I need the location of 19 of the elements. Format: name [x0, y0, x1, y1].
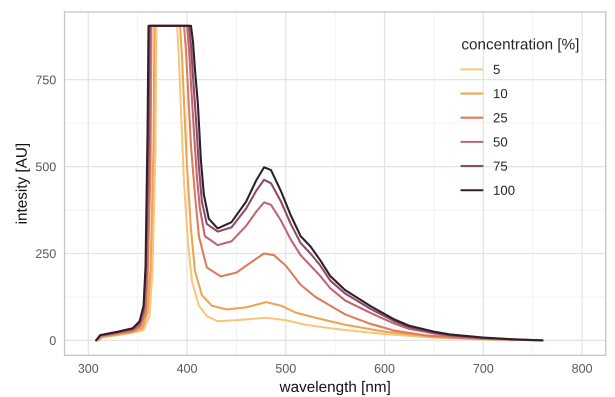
y-tick-label: 500	[36, 162, 56, 172]
legend-label: 50	[494, 137, 508, 147]
x-tick-label: 700	[474, 364, 494, 373]
legend-label: 5	[494, 64, 500, 74]
y-tick-label: 750	[36, 75, 56, 84]
y-tick-label: 250	[36, 249, 56, 258]
legend-label: 25	[494, 113, 508, 122]
x-tick-label: 600	[374, 364, 394, 373]
legend-label: 75	[494, 162, 508, 171]
x-tick-label: 500	[276, 364, 296, 373]
x-tick-label: 800	[572, 364, 592, 373]
y-axis-title: intesity [AU]	[16, 144, 30, 224]
x-axis-title: wavelength [nm]	[280, 380, 390, 396]
legend-label: 10	[494, 88, 508, 98]
y-tick-label: 0	[50, 336, 56, 346]
legend-label: 100	[494, 186, 515, 195]
x-tick-label: 400	[176, 364, 197, 373]
x-tick-label: 300	[78, 364, 98, 373]
legend-title: concentration [%]	[462, 38, 578, 53]
